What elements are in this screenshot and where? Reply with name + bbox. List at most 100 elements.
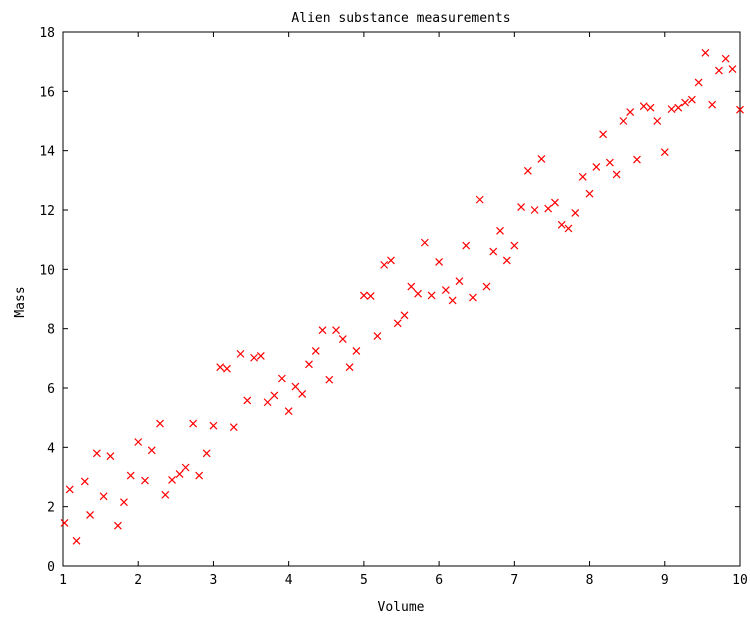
y-tick-label: 16: [39, 85, 55, 100]
data-point-marker: [387, 256, 395, 265]
data-point-marker: [209, 421, 218, 430]
data-point-marker: [537, 155, 546, 163]
data-point-marker: [380, 260, 389, 269]
data-point-marker: [284, 407, 293, 416]
data-point-marker: [250, 353, 258, 362]
y-tick-label: 10: [39, 263, 55, 278]
data-point-marker: [530, 206, 539, 214]
data-point-marker: [435, 257, 444, 266]
data-point-marker: [482, 282, 491, 291]
data-point-marker: [400, 311, 409, 320]
data-point-marker: [263, 398, 272, 407]
data-point-marker: [345, 363, 354, 372]
data-point-marker: [544, 204, 553, 213]
y-tick-label: 14: [39, 145, 55, 160]
data-point-marker: [626, 108, 635, 117]
data-point-marker: [298, 390, 307, 398]
data-point-marker: [660, 148, 669, 157]
data-point-marker: [517, 203, 526, 211]
data-point-marker: [619, 117, 628, 125]
x-tick-label: 7: [510, 573, 518, 588]
y-tick-label: 18: [39, 26, 55, 41]
data-point-marker: [674, 103, 683, 112]
data-point-marker: [189, 419, 198, 428]
data-point-marker: [256, 352, 265, 360]
x-tick-label: 4: [285, 573, 293, 588]
data-point-marker: [175, 470, 184, 478]
data-point-marker: [653, 117, 662, 125]
data-point-marker: [633, 155, 641, 164]
x-tick-label: 5: [360, 573, 368, 588]
data-point-marker: [373, 332, 382, 341]
data-point-marker: [523, 166, 532, 175]
data-point-marker: [359, 291, 368, 300]
data-point-marker: [120, 498, 128, 507]
data-point-marker: [270, 391, 279, 400]
y-axis-label: Mass: [13, 286, 28, 317]
data-point-marker: [60, 519, 69, 527]
x-tick-label: 1: [59, 573, 67, 588]
x-axis-label: Volume: [378, 600, 425, 615]
data-point-marker: [496, 226, 504, 235]
data-point-marker: [721, 54, 730, 63]
data-point-marker: [195, 471, 204, 480]
data-point-marker: [126, 471, 135, 480]
data-point-marker: [612, 170, 621, 179]
data-point-marker: [441, 286, 450, 295]
data-point-marker: [86, 511, 95, 519]
data-point-marker: [510, 241, 519, 250]
data-point-marker: [277, 374, 286, 383]
data-point-marker: [462, 241, 471, 250]
data-point-marker: [223, 364, 231, 373]
data-point-marker: [407, 282, 416, 291]
data-point-marker: [168, 476, 176, 484]
data-point-marker: [147, 446, 156, 455]
data-point-marker: [318, 326, 327, 335]
plot-area-frame: [62, 31, 741, 567]
data-point-marker: [475, 195, 484, 204]
data-point-marker: [113, 521, 122, 530]
y-tick-label: 12: [39, 204, 55, 219]
y-tick-label: 4: [47, 441, 55, 456]
data-point-marker: [502, 256, 511, 265]
data-point-marker: [469, 293, 477, 302]
x-tick-label: 2: [134, 573, 142, 588]
data-point-marker: [181, 463, 190, 472]
data-point-marker: [427, 291, 436, 300]
data-point-marker: [715, 66, 723, 75]
data-point-marker: [229, 423, 238, 432]
data-point-marker: [708, 100, 717, 109]
data-point-marker: [305, 360, 313, 369]
x-tick-label: 6: [435, 573, 443, 588]
data-point-marker: [325, 375, 334, 384]
data-point-marker: [420, 238, 429, 247]
data-point-marker: [448, 296, 457, 305]
data-point-marker: [161, 490, 170, 499]
data-point-marker: [646, 103, 655, 112]
data-point-marker: [216, 363, 225, 372]
data-point-marker: [65, 485, 74, 494]
data-point-marker: [681, 98, 690, 107]
data-point-marker: [701, 48, 710, 57]
data-point-marker: [352, 346, 361, 355]
data-point-marker: [141, 476, 149, 485]
data-point-marker: [639, 102, 648, 111]
data-point-marker: [571, 209, 580, 217]
data-point-marker: [156, 419, 164, 428]
data-point-marker: [99, 492, 108, 501]
y-tick-label: 2: [47, 501, 55, 516]
data-point-marker: [605, 158, 614, 167]
y-tick-label: 0: [47, 560, 55, 575]
data-point-marker: [338, 335, 347, 343]
data-point-marker: [92, 449, 101, 458]
data-point-marker: [564, 224, 573, 233]
axis-ticks: [62, 31, 741, 567]
data-point-marker: [106, 452, 115, 461]
data-point-marker: [599, 130, 608, 139]
data-point-marker: [291, 382, 300, 391]
data-point-marker: [243, 396, 252, 405]
data-point-marker: [667, 105, 676, 114]
x-tick-label: 10: [732, 573, 748, 588]
